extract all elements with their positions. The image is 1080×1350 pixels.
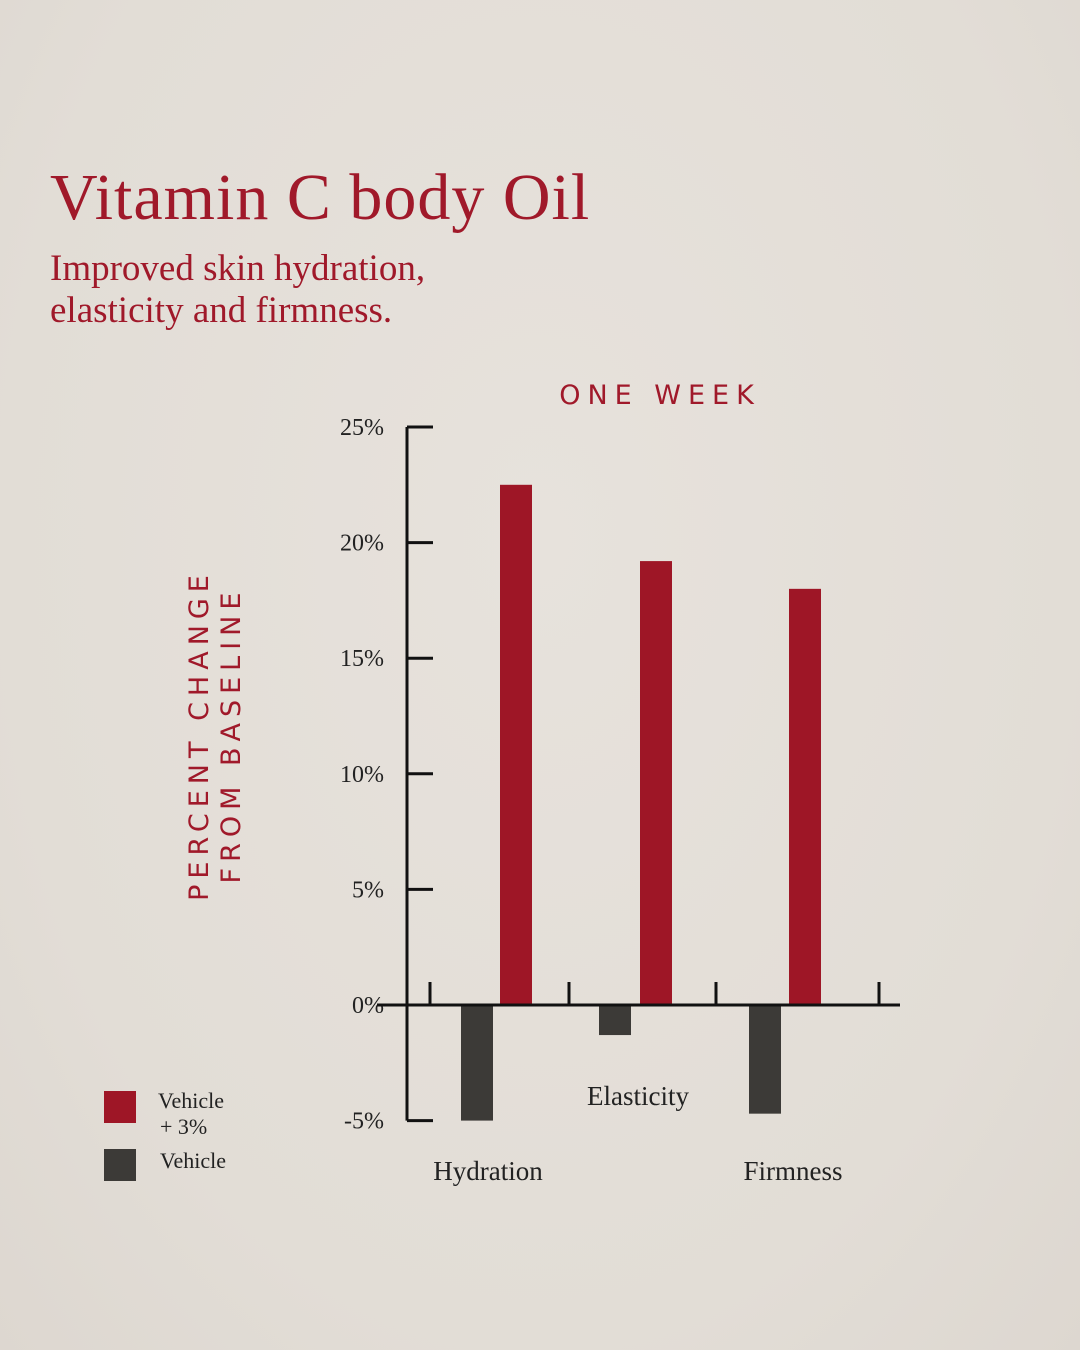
subtitle-line-1: Improved skin hydration, <box>50 248 426 289</box>
chart-title: ONE WEEK <box>559 380 761 411</box>
bar-vehicle-elasticity <box>599 1005 631 1036</box>
y-tick-label: 10% <box>340 762 384 788</box>
page-subtitle: Improved skin hydration, elasticity and … <box>50 248 650 332</box>
y-axis-title-line-1: PERCENT CHANGE <box>184 569 215 901</box>
bar-vehicle-3pct-elasticity <box>640 561 672 1005</box>
page-title: Vitamin C body Oil <box>50 161 591 234</box>
category-label-firmness: Firmness <box>743 1156 842 1186</box>
legend-label-vehicle-3pct-line-2: + 3% <box>160 1114 207 1139</box>
legend-label-vehicle: Vehicle <box>160 1148 226 1173</box>
bar-vehicle-3pct-hydration <box>500 484 532 1005</box>
legend: Vehicle+ 3%Vehicle <box>104 1088 226 1181</box>
y-axis-title: PERCENT CHANGE FROM BASELINE <box>184 569 247 901</box>
category-label-hydration: Hydration <box>433 1156 543 1186</box>
subtitle-line-2: elasticity and firmness. <box>50 290 393 331</box>
y-tick-label: 25% <box>340 415 384 441</box>
legend-swatch-vehicle-3pct <box>104 1091 136 1123</box>
y-tick-label: -5% <box>344 1109 384 1135</box>
y-tick-label: 5% <box>352 877 384 903</box>
y-tick-label: 15% <box>340 646 384 672</box>
y-tick-label: 20% <box>340 531 384 557</box>
category-label-elasticity: Elasticity <box>587 1081 689 1111</box>
bar-vehicle-firmness <box>749 1005 781 1114</box>
bar-vehicle-3pct-firmness <box>789 588 821 1005</box>
legend-label-vehicle-3pct-line-1: Vehicle <box>158 1088 224 1113</box>
y-axis-title-line-2: FROM BASELINE <box>216 587 247 884</box>
bar-vehicle-hydration <box>461 1005 493 1121</box>
legend-swatch-vehicle <box>104 1149 136 1181</box>
